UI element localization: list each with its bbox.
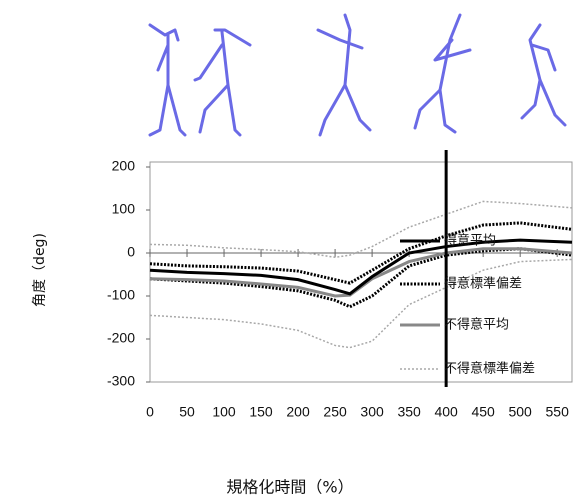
figure [200, 32, 228, 132]
y-tick-label: 200 [112, 158, 136, 174]
y-tick-label: 100 [112, 201, 136, 217]
stick-figures [150, 15, 565, 135]
figure [540, 80, 565, 125]
legend-label: 不得意平均 [444, 317, 509, 333]
x-tick-label: 550 [546, 404, 570, 420]
x-tick-label: 100 [212, 404, 236, 420]
x-tick-label: 150 [249, 404, 273, 420]
figure [522, 25, 540, 118]
figure [168, 85, 185, 135]
legend-label: 得意標準偏差 [444, 276, 522, 292]
x-tick-label: 300 [360, 404, 384, 420]
legend-label: 不得意標準偏差 [444, 361, 535, 377]
y-tick-label: 0 [127, 244, 135, 260]
figure [440, 90, 455, 132]
x-tick-label: 450 [471, 404, 495, 420]
x-tick-label: 200 [286, 404, 310, 420]
x-tick-label: 500 [508, 404, 532, 420]
figure [435, 40, 470, 60]
y-tick-label: -200 [107, 330, 135, 346]
x-tick-label: 250 [323, 404, 347, 420]
y-tick-label: -300 [107, 373, 135, 389]
x-tick-label: 400 [434, 404, 458, 420]
figure [150, 25, 178, 40]
chart: 角度（deg) 規格化時間（%） -300 -200 -100 0 100 200 0 50 1… [0, 0, 576, 504]
x-tick-label: 350 [397, 404, 421, 420]
x-axis-label: 規格化時間（%） [226, 478, 353, 497]
legend-label: 得意平均 [444, 233, 496, 249]
figure [195, 45, 222, 80]
y-tick-label: -100 [107, 287, 135, 303]
figure [415, 15, 460, 128]
y-axis-label: 角度（deg) [32, 233, 48, 307]
figure [318, 30, 362, 48]
x-tick-label: 50 [179, 404, 195, 420]
figure [215, 30, 250, 45]
x-tick-label: 0 [146, 404, 154, 420]
figure [345, 85, 370, 130]
figure [228, 85, 240, 135]
